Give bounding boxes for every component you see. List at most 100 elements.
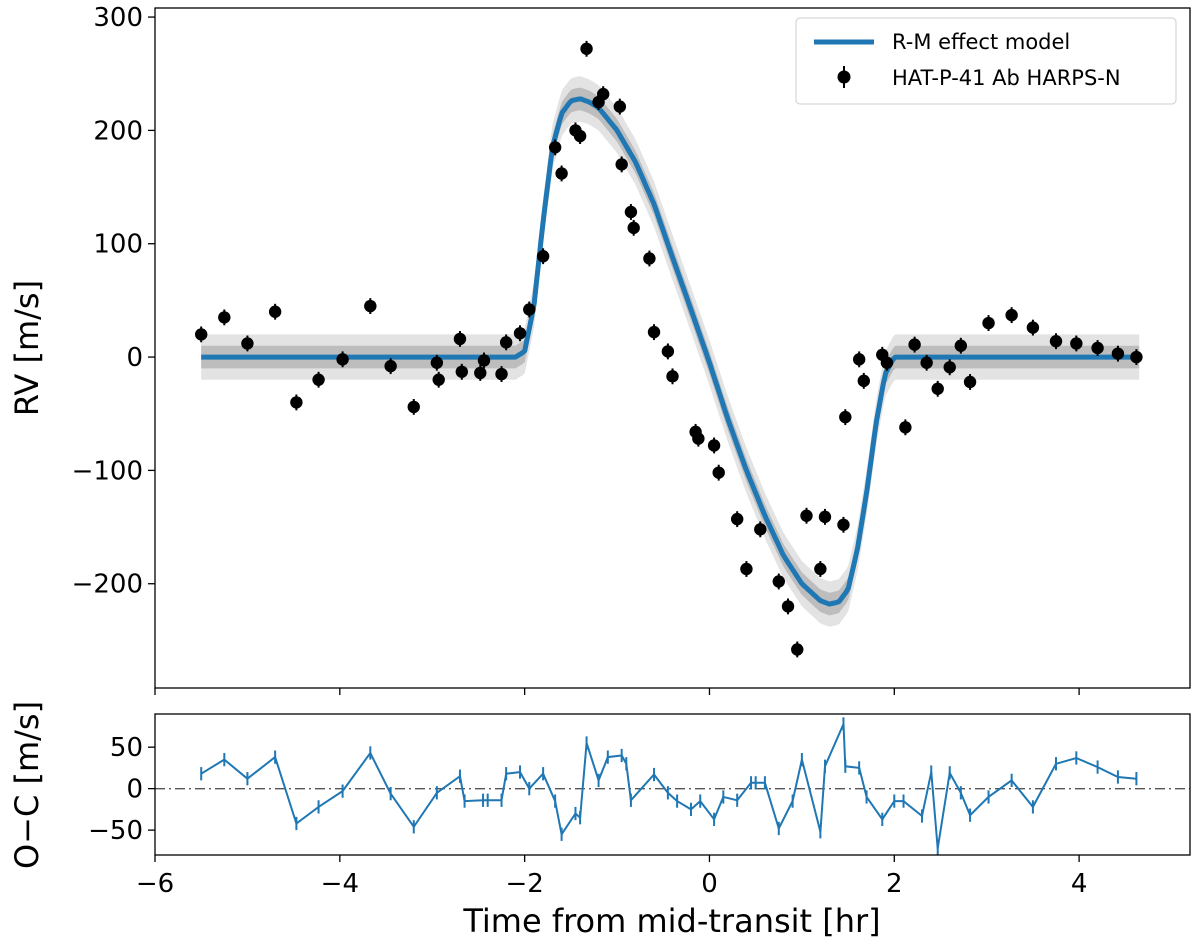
data-point [407, 399, 420, 415]
data-point [1091, 340, 1104, 356]
data-point-marker [791, 643, 804, 656]
data-point-marker [712, 466, 725, 479]
data-point-marker [477, 354, 491, 367]
x-tick-label: 0 [701, 869, 718, 899]
data-point [555, 165, 568, 182]
data-point [499, 334, 513, 351]
residual-x-ticks: −6 −4 −2 0 2 4 [136, 855, 1088, 899]
data-point-marker [899, 421, 912, 434]
model-uncertainty-bands [201, 76, 1140, 627]
data-point [290, 394, 303, 411]
data-point-marker [407, 400, 420, 414]
y-tick-label: 50 [110, 733, 143, 763]
data-point [495, 366, 508, 382]
data-point [643, 250, 656, 267]
data-point-marker [982, 316, 995, 330]
data-point-marker [573, 129, 587, 143]
data-point [712, 464, 725, 481]
data-point-marker [474, 366, 487, 380]
data-point-marker [920, 356, 933, 369]
data-point [963, 374, 977, 390]
data-point [908, 336, 921, 353]
data-point-marker [666, 370, 679, 383]
data-point [312, 371, 325, 388]
y-tick-label: 200 [93, 116, 143, 146]
data-point-marker [837, 518, 850, 531]
data-point-marker [954, 339, 968, 352]
data-point [647, 324, 661, 341]
data-point-marker [1049, 335, 1063, 348]
data-point-marker [627, 221, 640, 235]
data-point [661, 343, 675, 360]
data-point [455, 363, 469, 380]
data-point-marker [643, 252, 656, 265]
x-axis-label: Time from mid-transit [hr] [462, 902, 880, 940]
data-point-marker [1130, 350, 1143, 364]
data-point [536, 248, 550, 265]
data-point [837, 516, 850, 533]
data-point [1111, 345, 1125, 362]
data-point-marker [800, 509, 813, 522]
x-tick-label: 4 [1071, 869, 1088, 899]
residual-series-group [200, 717, 1138, 855]
legend-data-marker [837, 70, 851, 84]
data-point [195, 326, 208, 343]
data-point-marker [857, 374, 870, 388]
data-point-marker [430, 356, 444, 369]
data-point [432, 371, 445, 388]
data-point [430, 354, 444, 371]
data-point-marker [536, 250, 550, 263]
data-point-marker [613, 100, 627, 113]
data-point-marker [336, 353, 349, 366]
data-point-marker [615, 158, 628, 171]
data-point-marker [781, 600, 795, 613]
data-point-marker [740, 562, 753, 576]
data-point-marker [880, 356, 894, 369]
data-point [453, 331, 467, 347]
data-point [573, 128, 587, 144]
data-point-marker [241, 337, 254, 350]
data-point [800, 507, 813, 524]
data-point [818, 508, 832, 525]
data-point [920, 354, 933, 371]
data-point-marker [943, 361, 956, 374]
data-point [477, 352, 491, 369]
data-point-marker [596, 87, 610, 101]
legend-model-label: R-M effect model [892, 30, 1070, 54]
data-point-marker [555, 167, 568, 180]
data-point [268, 303, 282, 320]
data-point [384, 358, 397, 375]
data-point [1070, 335, 1083, 352]
data-point [364, 298, 377, 314]
residual-y-axis-label: O−C [m/s] [8, 701, 46, 869]
data-point-marker [1111, 347, 1125, 360]
data-point-marker [1091, 341, 1104, 355]
data-point [781, 598, 795, 615]
data-point [814, 561, 827, 577]
data-point-marker [580, 42, 593, 55]
data-point-marker [963, 375, 977, 389]
data-point [474, 365, 487, 381]
data-point-marker [548, 141, 562, 154]
data-point [580, 40, 593, 57]
data-point-marker [453, 332, 467, 346]
data-point-marker [624, 205, 638, 219]
rv-y-ticks: −200 −100 0 100 200 300 [72, 3, 155, 600]
data-point [241, 335, 254, 352]
legend: R-M effect model HAT-P-41 Ab HARPS-N [795, 17, 1177, 105]
data-point [772, 573, 785, 590]
data-point-marker [195, 328, 208, 341]
data-point [513, 325, 527, 342]
model-line-group [201, 96, 1140, 607]
data-point-marker [814, 562, 827, 576]
data-point [740, 561, 753, 577]
data-point-marker [364, 299, 377, 313]
data-point [692, 430, 705, 447]
data-point-marker [839, 410, 852, 424]
data-point-marker [1026, 321, 1040, 334]
y-tick-label: 0 [126, 775, 143, 805]
data-point [666, 368, 679, 385]
data-point-marker [647, 325, 661, 339]
y-tick-label: 100 [93, 230, 143, 260]
